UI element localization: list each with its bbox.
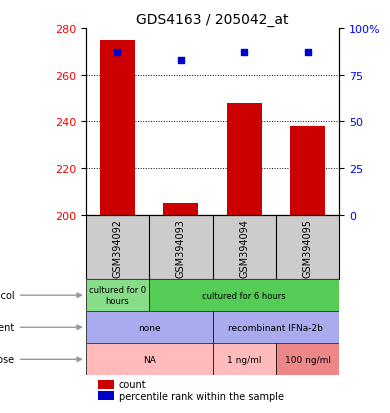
Point <box>114 50 121 57</box>
Text: agent: agent <box>0 323 82 332</box>
Title: GDS4163 / 205042_at: GDS4163 / 205042_at <box>136 12 289 26</box>
Text: cultured for 6 hours: cultured for 6 hours <box>202 291 286 300</box>
Text: recombinant IFNa-2b: recombinant IFNa-2b <box>229 323 323 332</box>
Text: GSM394093: GSM394093 <box>176 218 186 277</box>
Bar <box>86 344 213 375</box>
Bar <box>227 104 262 216</box>
Bar <box>276 344 339 375</box>
Bar <box>100 40 135 216</box>
Text: percentile rank within the sample: percentile rank within the sample <box>119 391 284 401</box>
Bar <box>163 204 198 216</box>
Text: none: none <box>138 323 161 332</box>
Bar <box>98 392 114 400</box>
Text: dose: dose <box>0 354 82 364</box>
Point <box>178 57 184 64</box>
Point <box>305 50 311 57</box>
Text: cultured for 0
hours: cultured for 0 hours <box>89 286 146 305</box>
Bar <box>98 380 114 389</box>
Text: count: count <box>119 379 146 389</box>
Bar <box>86 280 149 311</box>
Bar <box>213 311 339 344</box>
Text: 100 ng/ml: 100 ng/ml <box>285 355 331 364</box>
Bar <box>149 280 339 311</box>
Bar <box>213 344 276 375</box>
Text: NA: NA <box>143 355 156 364</box>
Text: 1 ng/ml: 1 ng/ml <box>227 355 261 364</box>
Text: GSM394092: GSM394092 <box>112 218 122 277</box>
Bar <box>290 127 325 216</box>
Text: GSM394095: GSM394095 <box>303 218 313 277</box>
Text: growth protocol: growth protocol <box>0 290 82 300</box>
Bar <box>86 311 213 344</box>
Point <box>241 50 247 57</box>
Text: GSM394094: GSM394094 <box>239 218 249 277</box>
